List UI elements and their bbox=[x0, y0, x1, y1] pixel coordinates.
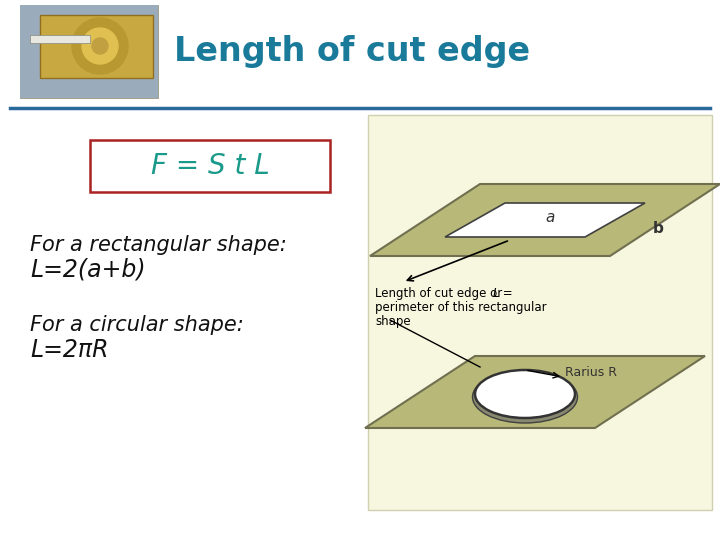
Text: L=2(a+b): L=2(a+b) bbox=[30, 258, 145, 282]
Polygon shape bbox=[370, 184, 720, 256]
Text: For a circular shape:: For a circular shape: bbox=[30, 315, 244, 335]
Circle shape bbox=[82, 28, 118, 64]
Circle shape bbox=[72, 18, 128, 74]
Ellipse shape bbox=[475, 370, 575, 418]
Text: F = S t L: F = S t L bbox=[150, 152, 269, 180]
Text: shape: shape bbox=[375, 315, 410, 328]
Polygon shape bbox=[445, 203, 645, 237]
Text: L: L bbox=[493, 287, 500, 300]
Text: =: = bbox=[499, 287, 513, 300]
Text: Length of cut edge or: Length of cut edge or bbox=[375, 287, 506, 300]
Text: Length of cut edge: Length of cut edge bbox=[174, 36, 530, 69]
Text: Rarius R: Rarius R bbox=[565, 366, 617, 379]
FancyBboxPatch shape bbox=[90, 140, 330, 192]
Ellipse shape bbox=[472, 371, 577, 423]
Text: perimeter of this rectangular: perimeter of this rectangular bbox=[375, 301, 546, 314]
Polygon shape bbox=[365, 356, 705, 428]
Text: L=2πR: L=2πR bbox=[30, 338, 109, 362]
Text: a: a bbox=[545, 210, 554, 225]
Bar bbox=[20, 5, 158, 98]
Text: b: b bbox=[653, 221, 664, 236]
Circle shape bbox=[92, 38, 108, 54]
Bar bbox=[368, 115, 712, 510]
Bar bbox=[20, 5, 158, 98]
Bar bbox=[30, 35, 90, 43]
Text: For a rectangular shape:: For a rectangular shape: bbox=[30, 235, 287, 255]
Polygon shape bbox=[40, 15, 153, 78]
